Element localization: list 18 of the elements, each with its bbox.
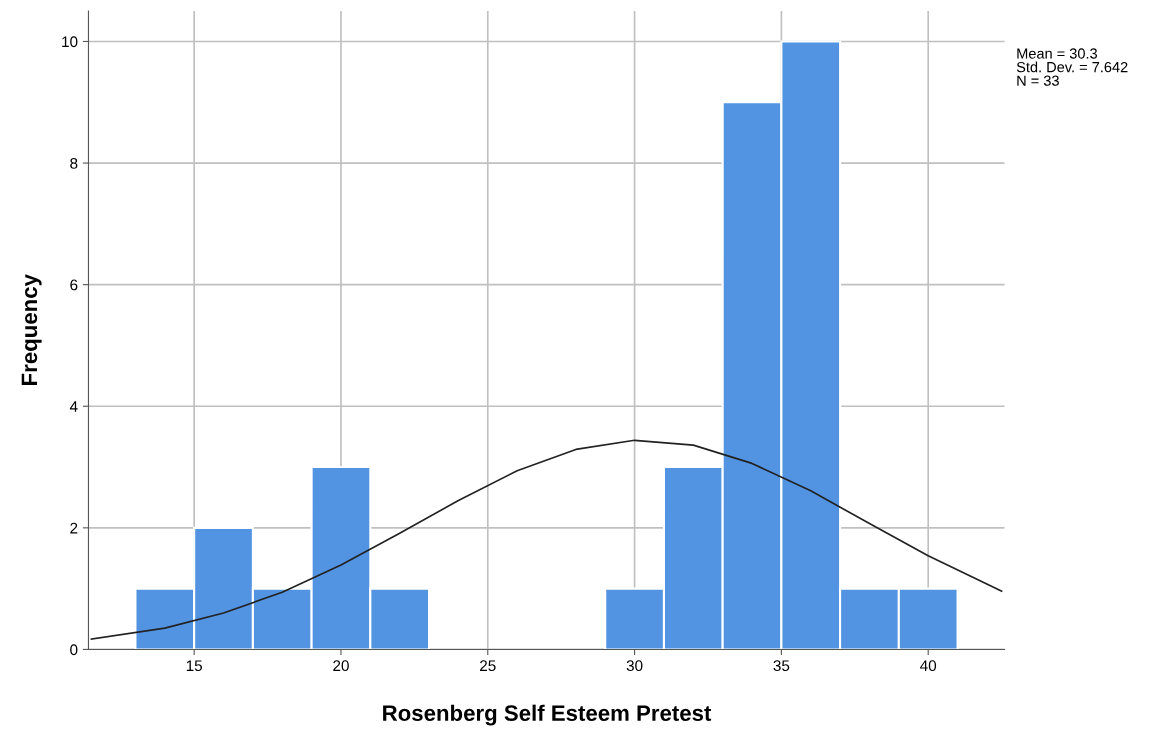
text: Mean = 30.3	[1017, 48, 1098, 59]
y-tick-label: 8	[70, 157, 78, 169]
y-tick-label: 0	[70, 644, 78, 656]
line-series	[90, 439, 1003, 640]
y-tick-label: 2	[70, 522, 78, 534]
x-tick-label: 30	[626, 660, 643, 672]
x-tick-label: 40	[920, 660, 937, 672]
x-tick-label: 25	[480, 660, 496, 672]
x-axis-title: Rosenberg Self Esteem Pretest	[383, 704, 712, 726]
y-tick-label: 10	[62, 36, 78, 48]
text: N = 33	[1017, 75, 1059, 86]
y-tick-label: 6	[70, 279, 78, 291]
x-tick-label: 35	[773, 660, 790, 672]
x-tick-label: 20	[333, 660, 349, 672]
y-tick-label: 4	[69, 401, 78, 412]
x-tick-label: 15	[186, 660, 203, 672]
text: Std. Dev. = 7.642	[1016, 61, 1128, 73]
y-axis-title: Frequency	[21, 274, 42, 385]
